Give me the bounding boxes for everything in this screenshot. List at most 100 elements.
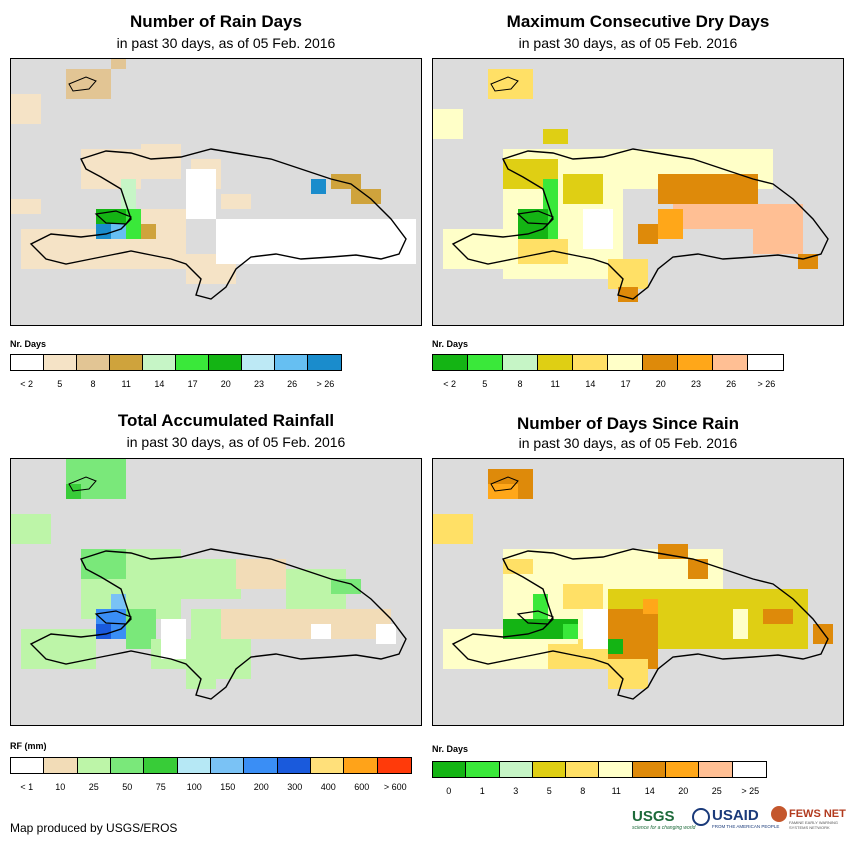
legend-unit-since-rain: Nr. Days [432,744,469,754]
map-canvas-since-rain [433,469,833,700]
legend-tick-dry-days-7: 23 [690,379,702,389]
islet-outline-rainfall [68,476,97,492]
legend-bar-since-rain [432,761,767,778]
legend-tick-dry-days-6: 20 [655,379,666,389]
legend-tick-rain-days-2: 8 [90,379,96,389]
panel-subtitle-dry-days: in past 30 days, as of 05 Feb. 2016 [518,35,738,51]
fews-net-emblem-icon [771,806,787,822]
islet-outline-rain-days [68,76,97,92]
legend-tick-dry-days-9: > 26 [757,379,776,389]
map-canvas-dry-days [433,69,829,302]
legend-swatch-since-rain-1 [466,762,500,777]
legend-tick-rainfall-8: 300 [287,782,303,792]
legend-swatch-rainfall-4 [144,758,178,773]
legend-swatch-dry-days-8 [713,355,748,370]
panel-title-since-rain: Number of Days Since Rain [516,414,739,433]
legend-swatch-rainfall-11 [377,758,411,773]
legend-swatch-rain-days-6 [209,355,242,370]
legend-swatch-dry-days-5 [608,355,643,370]
legend-swatch-dry-days-7 [678,355,713,370]
legend-swatch-rainfall-8 [277,758,311,773]
legend-tick-since-rain-4: 8 [580,786,586,796]
legend-tick-rain-days-6: 20 [220,379,231,389]
legend-swatch-since-rain-2 [499,762,533,777]
panel-subtitle-since-rain: in past 30 days, as of 05 Feb. 2016 [518,435,738,451]
legend-tick-rain-days-5: 17 [187,379,198,389]
lake-outline-rain-days [94,210,132,225]
legend-swatch-rainfall-7 [244,758,278,773]
legend-swatch-rainfall-1 [44,758,78,773]
legend-ticks-since-rain: 0 1 3 5 8 11 14 20 25 > 25 [432,786,767,798]
map-rainfall [10,458,422,726]
legend-swatch-rain-days-9 [308,355,341,370]
island-outline-since-rain [451,548,829,700]
map-rain-days [10,58,422,326]
legend-swatch-dry-days-9 [748,355,783,370]
legend-tick-rainfall-11: > 600 [383,782,407,792]
legend-tick-since-rain-8: 25 [711,786,722,796]
legend-tick-since-rain-0: 0 [446,786,452,796]
legend-swatch-since-rain-5 [599,762,633,777]
fews-net-tagline: FAMINE EARLY WARNING SYSTEMS NETWORK [789,820,839,830]
legend-swatch-since-rain-0 [433,762,467,777]
legend-swatch-dry-days-3 [538,355,573,370]
legend-bar-dry-days [432,354,784,371]
panel-title-dry-days: Maximum Consecutive Dry Days [506,12,770,31]
legend-swatch-rain-days-3 [110,355,143,370]
legend-tick-rain-days-4: 14 [154,379,165,389]
legend-tick-rainfall-3: 50 [122,782,133,792]
usaid-logo-text: USAID [712,807,759,824]
legend-swatch-since-rain-3 [532,762,567,777]
legend-tick-rainfall-6: 150 [220,782,236,792]
legend-swatch-rainfall-3 [110,758,145,773]
legend-tick-since-rain-7: 20 [678,786,689,796]
legend-tick-rainfall-10: 600 [354,782,370,792]
legend-ticks-rain-days: < 2 5 8 11 14 17 20 23 26 > 26 [10,379,342,391]
legend-tick-rain-days-9: > 26 [316,379,335,389]
legend-swatch-rainfall-10 [344,758,378,773]
grid-cells-rainfall [11,459,396,689]
lake-outline-since-rain [516,610,554,625]
legend-swatch-rainfall-6 [210,758,245,773]
legend-tick-since-rain-5: 11 [611,786,621,796]
legend-swatch-dry-days-4 [573,355,608,370]
panel-title-rain-days: Number of Rain Days [130,12,302,31]
legend-tick-rainfall-4: 75 [155,782,166,792]
legend-tick-dry-days-0: < 2 [443,379,456,389]
islet-outline-since-rain [490,476,519,492]
fews-net-logo-text: FEWS NET [789,808,846,820]
legend-swatch-rain-days-8 [275,355,308,370]
grid-cells-since-rain [433,469,833,689]
legend-swatch-rain-days-2 [77,355,110,370]
panel-subtitle-rainfall: in past 30 days, as of 05 Feb. 2016 [126,434,346,450]
usgs-logo: USGS science for a changing world [632,808,695,831]
islet-outline-dry-days [490,76,519,92]
legend-tick-rain-days-3: 11 [121,379,131,389]
lake-outline-dry-days [516,210,554,225]
legend-tick-rainfall-2: 25 [88,782,99,792]
legend-tick-rainfall-1: 10 [55,782,66,792]
legend-swatch-dry-days-1 [468,355,503,370]
lake-outline-rainfall [94,610,132,625]
legend-swatch-rainfall-5 [177,758,211,773]
legend-tick-since-rain-2: 3 [513,786,519,796]
legend-tick-since-rain-3: 5 [546,786,552,796]
legend-tick-rainfall-5: 100 [186,782,202,792]
legend-tick-dry-days-3: 11 [550,379,560,389]
fews-net-logo: FEWS NET FAMINE EARLY WARNING SYSTEMS NE… [789,808,854,830]
island-outline-rainfall [29,548,407,700]
map-credit: Map produced by USGS/EROS [10,821,178,835]
panel-subtitle-rain-days: in past 30 days, as of 05 Feb. 2016 [116,35,336,51]
legend-swatch-rain-days-7 [242,355,275,370]
usaid-logo: USAID FROM THE AMERICAN PEOPLE [712,807,779,829]
legend-tick-since-rain-1: 1 [479,786,485,796]
legend-tick-since-rain-9: > 25 [741,786,760,796]
grid-cells-dry-days [433,69,818,302]
legend-tick-rain-days-1: 5 [57,379,63,389]
map-canvas-rainfall [11,459,407,700]
legend-unit-rainfall: RF (mm) [10,741,47,751]
legend-tick-rain-days-8: 26 [287,379,298,389]
map-canvas-rain-days [11,59,416,300]
legend-swatch-since-rain-8 [699,762,733,777]
legend-swatch-dry-days-6 [643,355,678,370]
